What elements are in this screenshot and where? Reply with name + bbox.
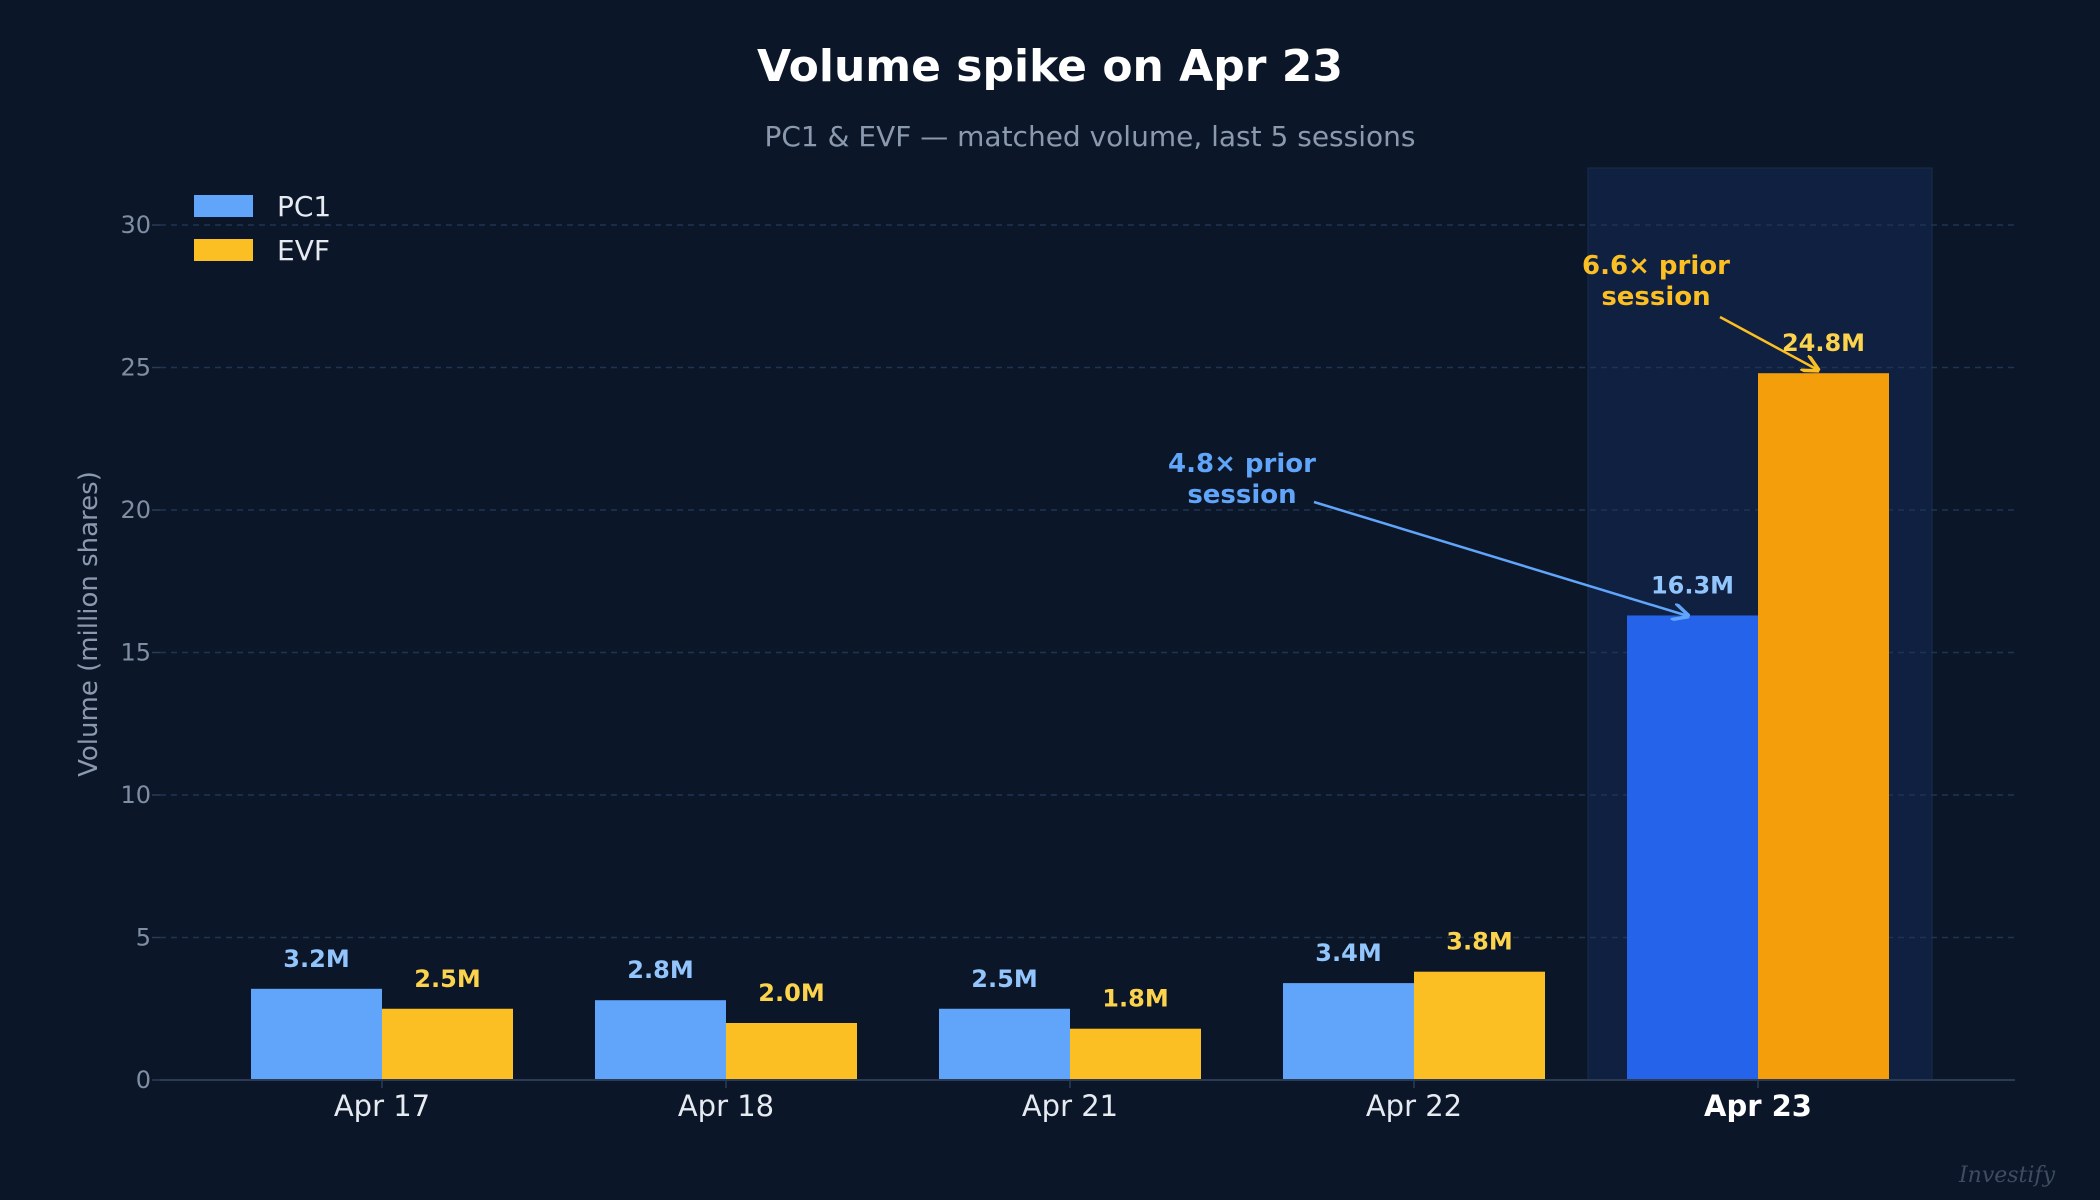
y-axis-label: Volume (million shares) <box>74 471 104 777</box>
data-label-pc1: 2.5M <box>971 965 1037 993</box>
x-axis-ticks: Apr 17 Apr 18 Apr 21 Apr 22 Apr 23 <box>334 1080 1812 1123</box>
annotation-evf-arrow <box>1719 315 1818 370</box>
data-label-pc1: 2.8M <box>627 956 693 984</box>
data-label-evf: 2.0M <box>758 979 824 1007</box>
x-tick-label: Apr 21 <box>1022 1089 1118 1123</box>
x-tick-label: Apr 23 <box>1704 1089 1812 1123</box>
x-tick-label: Apr 22 <box>1366 1089 1462 1123</box>
x-tick-label: Apr 17 <box>334 1089 430 1123</box>
y-tick-label: 15 <box>120 639 151 667</box>
data-labels: 3.2M 2.5M 2.8M 2.0M 2.5M 1.8M 3.4M 3.8M 16.3M 24.… <box>283 329 1865 1013</box>
bar-evf-apr-18 <box>726 1023 857 1080</box>
bar-pc1-apr-17 <box>251 988 382 1080</box>
annotation-evf-line1: 6.6× prior <box>1582 251 1730 281</box>
y-axis-ticks: 0 5 10 15 20 25 30 <box>120 211 160 1094</box>
bar-evf-apr-22 <box>1414 971 1545 1080</box>
annotation-pc1-arrow <box>1313 500 1688 616</box>
x-tick-label: Apr 18 <box>678 1089 774 1123</box>
legend: PC1 EVF <box>194 190 331 267</box>
bar-pc1-apr-23 <box>1627 615 1758 1080</box>
bar-pc1-apr-18 <box>595 1000 726 1080</box>
data-label-pc1: 16.3M <box>1651 571 1734 599</box>
y-tick-label: 25 <box>120 354 151 382</box>
data-label-pc1: 3.2M <box>283 945 349 973</box>
y-tick-label: 0 <box>136 1066 151 1094</box>
data-label-evf: 24.8M <box>1782 329 1865 357</box>
watermark: Investify <box>1958 1163 2056 1188</box>
y-tick-label: 10 <box>120 781 151 809</box>
bar-pc1-apr-22 <box>1283 983 1414 1080</box>
legend-label-pc1: PC1 <box>277 190 331 223</box>
y-tick-label: 30 <box>120 211 151 239</box>
legend-swatch-evf <box>194 239 253 261</box>
bars <box>251 373 1889 1080</box>
bar-evf-apr-21 <box>1070 1028 1201 1080</box>
annotation-pc1-line1: 4.8× prior <box>1168 449 1316 479</box>
chart-subtitle: PC1 & EVF — matched volume, last 5 sessi… <box>765 120 1416 153</box>
data-label-evf: 1.8M <box>1102 985 1168 1013</box>
chart-title: Volume spike on Apr 23 <box>757 41 1343 92</box>
bar-pc1-apr-21 <box>939 1008 1070 1080</box>
y-tick-label: 20 <box>120 496 151 524</box>
data-label-evf: 2.5M <box>414 965 480 993</box>
annotation-evf-line2: session <box>1601 282 1710 312</box>
bar-evf-apr-23 <box>1758 373 1889 1080</box>
data-label-evf: 3.8M <box>1446 928 1512 956</box>
legend-label-evf: EVF <box>277 234 330 267</box>
data-label-pc1: 3.4M <box>1315 939 1381 967</box>
annotation-pc1: 4.8× prior session <box>1168 449 1688 616</box>
annotation-pc1-line2: session <box>1187 480 1296 510</box>
legend-swatch-pc1 <box>194 195 253 217</box>
bar-evf-apr-17 <box>382 1008 513 1080</box>
y-tick-label: 5 <box>136 924 151 952</box>
annotation-evf: 6.6× prior session <box>1582 251 1818 370</box>
